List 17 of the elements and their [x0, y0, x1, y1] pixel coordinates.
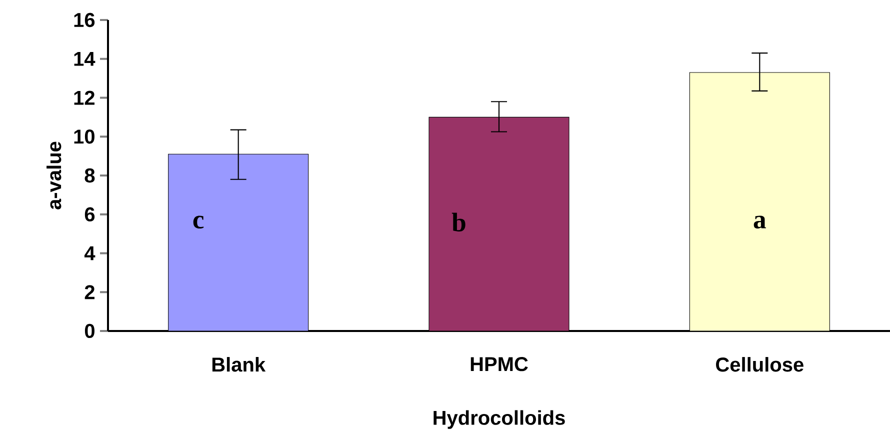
x-tick-label: Blank	[212, 357, 266, 372]
x-axis-title: Hydrocolloids	[434, 410, 565, 429]
y-axis-title: a-value	[46, 142, 62, 210]
y-tick-label: 2	[84, 285, 94, 300]
y-tick-label: 14	[74, 52, 96, 66]
y-tick-label: 8	[84, 168, 95, 183]
y-tick-label: 16	[74, 12, 95, 28]
annotation: b	[452, 212, 466, 232]
annotation: a	[754, 216, 766, 229]
x-tick-label: HPMC	[470, 357, 528, 372]
y-tick-label: 4	[84, 246, 96, 260]
y-tick-label: 0	[84, 324, 94, 338]
annotation: c	[193, 216, 204, 229]
x-tick-label: Cellulose	[716, 357, 804, 372]
y-tick-label: 10	[74, 130, 94, 144]
y-tick-label: 12	[74, 90, 94, 105]
y-tick-label: 6	[84, 207, 95, 222]
